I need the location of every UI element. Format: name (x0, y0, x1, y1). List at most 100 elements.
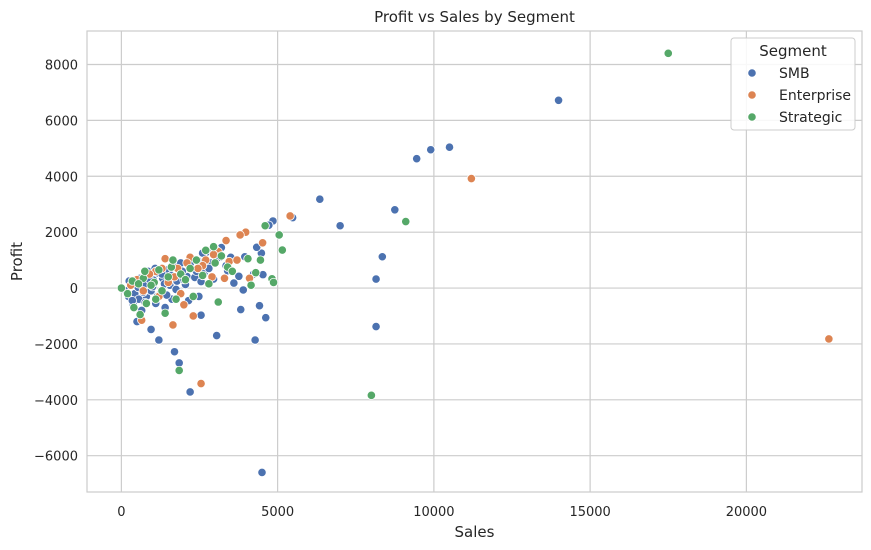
legend-label: Strategic (779, 110, 842, 126)
data-point (390, 205, 400, 215)
data-point (138, 286, 148, 296)
data-point (123, 289, 133, 299)
data-point (250, 335, 260, 345)
data-point (260, 221, 270, 231)
data-point (219, 273, 230, 283)
data-point (243, 254, 253, 264)
legend-items: SMB Enterprise Strategic (747, 66, 851, 126)
data-point (160, 254, 170, 264)
data-point (257, 467, 267, 478)
data-point (163, 272, 173, 282)
data-point (268, 277, 279, 288)
y-tick-label: −4000 (34, 394, 78, 409)
x-tick-label: 10000 (413, 505, 454, 520)
data-point (232, 255, 242, 265)
legend-marker (747, 68, 757, 78)
data-point (135, 309, 145, 320)
data-point (188, 311, 198, 321)
data-point (196, 378, 206, 389)
data-point (146, 280, 156, 290)
data-point (180, 275, 191, 285)
data-point (255, 255, 266, 265)
points (116, 48, 834, 478)
data-point (146, 324, 156, 334)
y-tick-label: 6000 (45, 114, 78, 129)
data-point (274, 230, 284, 240)
data-point (196, 310, 206, 320)
data-point (160, 308, 170, 318)
data-point (553, 95, 564, 105)
data-point (154, 265, 164, 275)
data-point (335, 221, 345, 231)
data-point (208, 242, 219, 252)
data-point (174, 365, 184, 376)
legend-marker (747, 90, 757, 100)
tick-labels: 0 5000 10000 15000 20000 −6000 −4000 −2000 0 2000… (34, 59, 767, 520)
legend-label: SMB (779, 66, 810, 82)
data-point (168, 255, 178, 265)
data-point (227, 266, 237, 276)
data-point (213, 297, 223, 307)
data-point (236, 304, 246, 315)
data-point (234, 271, 244, 281)
data-point (185, 263, 195, 274)
data-point (285, 211, 295, 221)
data-point (216, 251, 226, 261)
data-point (254, 301, 265, 311)
data-point (168, 320, 178, 330)
data-point (208, 249, 219, 260)
data-point (157, 286, 167, 296)
data-point (191, 255, 201, 265)
x-tick-label: 0 (117, 505, 125, 520)
data-point (116, 283, 126, 293)
data-point (371, 321, 381, 332)
data-point (179, 300, 189, 310)
chart-title: Profit vs Sales by Segment (374, 8, 575, 26)
legend-item-enterprise: Enterprise (747, 88, 851, 104)
x-tick-label: 15000 (569, 505, 610, 520)
data-point (141, 298, 151, 309)
y-axis-label: Profit (8, 242, 26, 281)
data-point (366, 390, 376, 400)
data-point (235, 230, 245, 240)
x-tick-label: 20000 (726, 505, 767, 520)
data-point (133, 279, 144, 289)
y-tick-label: −2000 (34, 338, 78, 353)
data-point (151, 294, 161, 304)
data-point (188, 291, 198, 302)
data-point (246, 280, 256, 290)
data-point (412, 154, 422, 164)
data-point (401, 216, 411, 227)
data-point (212, 330, 222, 341)
legend-title: Segment (759, 42, 827, 60)
data-point (377, 252, 387, 262)
data-point (221, 235, 231, 246)
data-point (315, 194, 325, 204)
data-point (204, 279, 214, 289)
data-point (251, 268, 261, 278)
data-point (238, 285, 248, 295)
data-point (171, 294, 181, 304)
data-point (258, 238, 268, 248)
data-point (229, 278, 239, 288)
y-tick-label: 8000 (45, 59, 78, 74)
data-point (444, 142, 455, 152)
data-point (824, 334, 834, 344)
data-point (466, 173, 476, 184)
legend-item-smb: SMB (747, 66, 810, 82)
y-tick-label: 0 (70, 282, 78, 297)
series-strategic (116, 48, 673, 400)
y-tick-label: 4000 (45, 170, 78, 185)
data-point (277, 245, 287, 255)
data-point (169, 347, 180, 357)
data-point (201, 245, 211, 255)
data-point (154, 335, 164, 345)
legend: Segment SMB Enterprise Strategic (730, 37, 856, 131)
data-point (174, 358, 184, 368)
legend-box (730, 37, 856, 131)
data-point (261, 313, 271, 323)
y-tick-label: 2000 (45, 226, 78, 241)
data-point (663, 48, 673, 58)
data-point (426, 145, 436, 155)
